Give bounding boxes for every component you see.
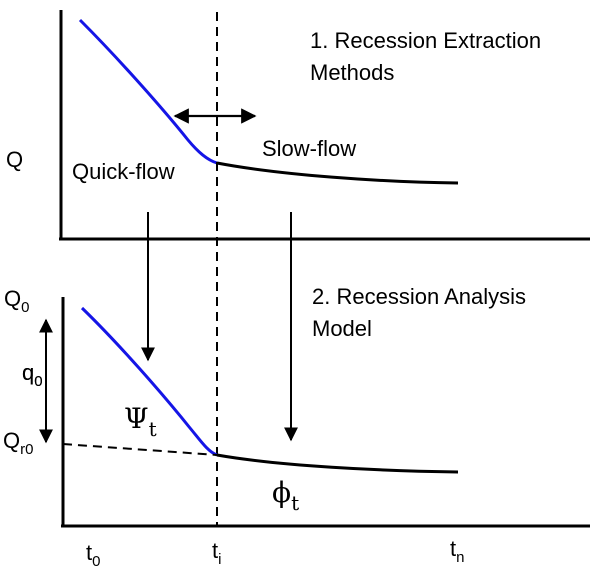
quick-flow-label: Quick-flow [72,159,175,184]
q0-axis-label: Q0 [4,286,29,316]
bottom-title-line1: 2. Recession Analysis [312,284,526,309]
psi-label: Ψt [124,402,157,441]
qr0-axis-label: Qr0 [3,428,33,458]
slow-flow-label: Slow-flow [262,136,356,161]
baseflow-dashed-line [62,443,218,456]
top-y-axis-label: Q [6,147,23,172]
phi-label: ϕt [272,476,299,515]
t0-tick-label: t0 [86,540,100,570]
small-q0-label: q0 [22,360,43,390]
top-title-line2: Methods [310,60,394,85]
bottom-slow-flow-curve [216,453,459,474]
top-panel: Q Quick-flow Slow-flow 1. Recession Extr… [6,10,590,241]
ti-tick-label: ti [212,538,221,568]
bottom-title-line2: Model [312,316,372,341]
bottom-panel: Q0 q0 q0 Qr0 Ψt ϕt 2. Recession Analysis… [3,284,590,570]
top-title-line1: 1. Recession Extraction [310,28,541,53]
top-slow-flow-curve [216,161,459,185]
bottom-quick-flow-curve [80,306,218,457]
small-q0-label-text: q0 [22,360,43,390]
tn-tick-label: tn [450,536,464,566]
top-quick-flow-curve [78,18,218,165]
